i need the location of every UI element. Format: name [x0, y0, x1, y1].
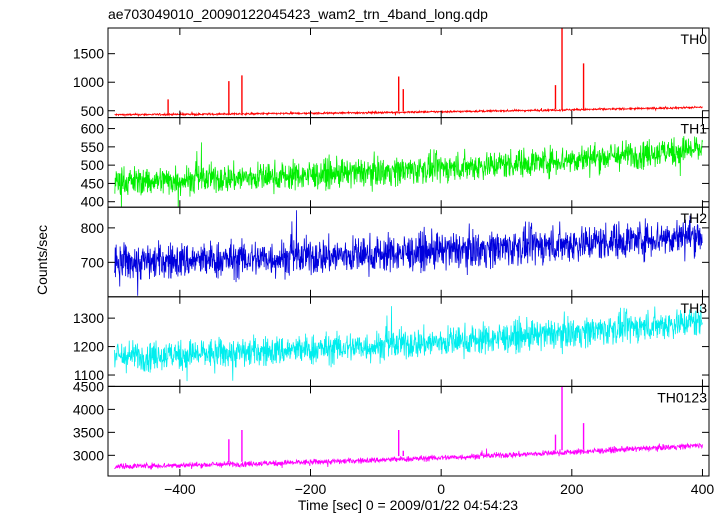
y-tick-label: 1000 [73, 74, 104, 90]
series-line-th0123 [114, 442, 703, 470]
x-tick-label: −400 [164, 481, 196, 497]
y-tick-label: 1500 [73, 46, 104, 62]
panel-label: TH3 [681, 300, 708, 316]
x-tick-label: 0 [437, 481, 445, 497]
y-tick-label: 4500 [73, 378, 104, 394]
y-tick-label: 700 [81, 254, 105, 270]
series-line-th3 [114, 305, 703, 382]
x-tick-label: 200 [560, 481, 584, 497]
panel-frame [107, 117, 710, 208]
x-tick-label: 400 [691, 481, 715, 497]
x-tick-label: −200 [295, 481, 327, 497]
chart-title: ae703049010_20090122045423_wam2_trn_4ban… [108, 6, 488, 22]
panel-frame [107, 27, 710, 119]
series-line-th2 [114, 210, 703, 296]
y-tick-label: 500 [81, 103, 105, 119]
y-tick-label: 1200 [73, 339, 104, 355]
panel-label: TH2 [681, 210, 708, 226]
panel-frame [107, 385, 710, 477]
y-tick-label: 1300 [73, 310, 104, 326]
y-tick-label: 3000 [73, 447, 104, 463]
y-axis-label: Counts/sec [34, 225, 50, 295]
y-tick-label: 400 [81, 194, 105, 210]
panel-frame [107, 296, 710, 387]
y-tick-label: 3500 [73, 424, 104, 440]
panel-label: TH0 [681, 31, 708, 47]
series-line-th0 [114, 105, 703, 118]
y-tick-label: 600 [81, 121, 105, 137]
y-tick-label: 550 [81, 139, 105, 155]
y-tick-label: 500 [81, 157, 105, 173]
y-tick-label: 4000 [73, 401, 104, 417]
panel-label: TH1 [681, 121, 708, 137]
y-tick-label: 1100 [74, 367, 104, 383]
panel-label: TH0123 [657, 389, 707, 405]
y-tick-label: 800 [81, 220, 105, 236]
x-axis-label: Time [sec] 0 = 2009/01/22 04:54:23 [298, 497, 518, 513]
series-line-th1 [114, 136, 703, 208]
panels-group: 500 1000 1500 TH0 400 450 500 550 600 TH1 700 800 TH… [73, 27, 715, 497]
y-tick-label: 450 [81, 175, 105, 191]
